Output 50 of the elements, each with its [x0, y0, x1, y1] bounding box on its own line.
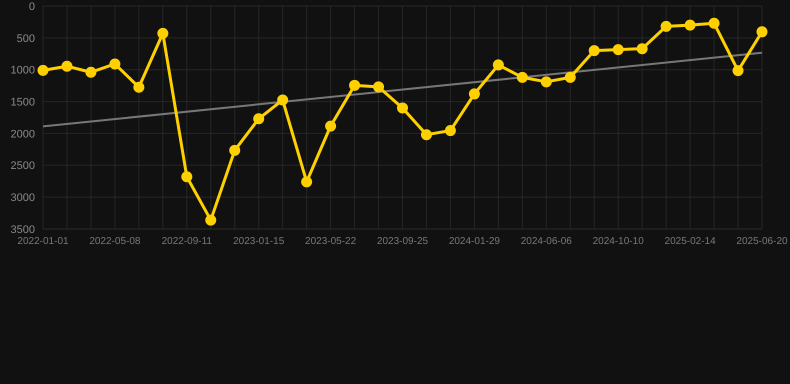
- point: [732, 65, 744, 76]
- x-tick-label: 2023-01-15: [233, 236, 285, 248]
- x-tick-label: 2025-06-20: [736, 236, 788, 248]
- x-tick-label: 2025-02-14: [664, 236, 716, 248]
- point: [468, 88, 480, 100]
- point: [492, 59, 504, 70]
- x-tick-label: 2023-09-25: [376, 236, 429, 248]
- y-tick-label: 0: [28, 0, 35, 13]
- y-tick-label: 1000: [10, 64, 35, 77]
- point: [684, 20, 696, 31]
- point: [756, 26, 768, 38]
- point: [636, 43, 648, 54]
- y-tick-label: 3500: [10, 224, 35, 236]
- point: [61, 60, 72, 72]
- point: [373, 81, 384, 92]
- point: [38, 64, 48, 76]
- point: [444, 125, 456, 136]
- point: [85, 66, 96, 78]
- point: [133, 82, 144, 93]
- x-tick-label: 2022-05-08: [89, 236, 141, 248]
- point: [420, 129, 432, 140]
- x-tick-label: 2022-09-11: [162, 236, 212, 248]
- y-tick-label: 2500: [10, 160, 35, 172]
- point: [540, 76, 552, 88]
- point: [564, 72, 576, 83]
- point: [588, 45, 600, 56]
- point: [516, 72, 528, 83]
- point: [397, 102, 408, 114]
- point: [229, 144, 240, 156]
- point: [708, 18, 720, 29]
- y-tick-label: 1500: [10, 96, 35, 108]
- x-tick-label: 2022-01-01: [17, 236, 70, 248]
- y-tick-label: 3000: [10, 192, 35, 204]
- point: [660, 20, 672, 32]
- y-tick-label: 2000: [10, 128, 35, 140]
- point: [157, 28, 168, 39]
- point: [205, 214, 216, 226]
- point: [181, 171, 192, 182]
- point: [349, 80, 360, 91]
- point: [325, 120, 336, 132]
- x-tick-label: 2023-05-22: [305, 236, 357, 248]
- point: [277, 94, 288, 106]
- point: [612, 44, 624, 56]
- x-tick-label: 2024-06-06: [520, 236, 572, 248]
- y-tick-label: 500: [16, 32, 35, 45]
- x-tick-label: 2024-01-29: [448, 236, 500, 248]
- x-tick-label: 2024-10-10: [592, 236, 644, 248]
- point: [109, 58, 120, 70]
- point: [253, 113, 264, 124]
- point: [301, 176, 312, 188]
